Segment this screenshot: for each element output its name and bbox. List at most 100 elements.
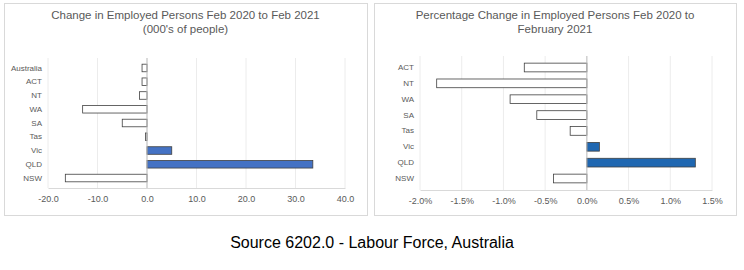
category-label: Australia [11,64,43,73]
tick-label: 20.0 [238,194,256,204]
tick: 20.0 [238,188,256,204]
grid-line [295,58,296,188]
bar [524,63,587,72]
grid-line [712,56,713,190]
tick: 10.0 [188,188,206,204]
bar [553,174,586,183]
category-label: QLD [398,158,415,167]
chart-title: Change in Employed Persons Feb 2020 to F… [51,9,320,35]
bar [510,95,587,104]
category-tick: SA [31,119,46,128]
grid-line [97,58,98,188]
category-tick: NSW [395,174,418,183]
tick: 0.0% [577,190,598,206]
grid [48,58,345,188]
bar [147,160,313,168]
category-label: ACT [26,77,42,86]
category-label: QLD [26,160,43,169]
category-axis: AustraliaACTNTWASATasVicQLDNSW [11,64,46,183]
grid-line [246,58,247,188]
category-tick: Vic [403,142,418,151]
tick-label: 1.5% [702,196,723,206]
category-label: WA [401,95,414,104]
category-axis: ACT NT WA SA Tas Vic QLD NSW [395,63,418,183]
category-axis-line [586,56,587,190]
bars [65,64,313,182]
chart-frame [5,4,368,216]
bar [83,105,147,113]
source-caption: Source 6202.0 - Labour Force, Australia [230,234,514,251]
bar [570,127,587,136]
tick-label: 30.0 [287,194,305,204]
grid-line [147,58,148,188]
category-tick: NT [31,91,46,100]
category-label: Tas [30,132,42,141]
chart-title: Percentage Change in Employed Persons Fe… [416,9,695,35]
category-tick: ACT [398,63,418,72]
figure: -20.0 -10.0 0.0 10.0 20.0 30.0 40.0 Australia AC… [0,0,744,270]
category-tick: Australia [11,64,46,73]
grid-line [345,58,346,188]
category-label: Vic [403,142,414,151]
category-tick: WA [29,105,46,114]
tick: 0.5% [619,190,640,206]
tick: -2.0% [409,190,433,206]
tick-label: -10.0 [88,194,109,204]
grid-line [586,56,587,190]
bar [437,79,587,88]
bar [140,92,147,100]
chart-panel: -20.0 -10.0 0.0 10.0 20.0 30.0 40.0 Australia AC… [5,4,368,216]
chart-panel: -2.0%-1.5%-1.0%-0.5%0.0%0.5%1.0%1.5%ACTN… [375,4,737,216]
category-tick: ACT [26,77,46,86]
grid-line [628,56,629,190]
value-axis: -2.0%-1.5%-1.0%-0.5%0.0%0.5%1.0%1.5% [409,190,723,206]
grid-line [545,56,546,190]
tick-label: -2.0% [409,196,433,206]
tick: -0.5% [534,190,558,206]
grid-line [196,58,197,188]
category-label: NSW [395,174,414,183]
tick: 1.0% [661,190,682,206]
category-tick: SA [403,111,418,120]
category-axis-line [147,58,148,188]
tick: -10.0 [88,188,109,204]
bar [537,111,587,120]
grid [420,56,712,190]
grid-line [461,56,462,190]
value-axis-line [49,188,346,189]
tick-label: -0.5% [534,196,558,206]
tick-label: 10.0 [188,194,206,204]
tick-label: -1.5% [450,196,474,206]
category-tick: WA [401,95,418,104]
category-label: NT [403,79,414,88]
tick: -1.5% [450,190,474,206]
category-label: ACT [398,63,414,72]
grid-line [420,56,421,190]
value-axis: -20.0 -10.0 0.0 10.0 20.0 30.0 40.0 [38,188,354,204]
category-tick: Vic [31,146,46,155]
bar [142,78,147,86]
tick-label: -20.0 [38,194,59,204]
tick-label: 0.0% [577,196,598,206]
category-tick: NT [403,79,418,88]
category-label: NT [31,91,42,100]
bar [147,147,172,155]
bar [587,142,600,151]
tick: 0.0 [141,188,154,204]
bar [142,64,147,72]
bar [65,174,147,182]
grid-line [503,56,504,190]
tick-label: 40.0 [337,194,355,204]
tick: -20.0 [38,188,59,204]
tick-label: 1.0% [661,196,682,206]
bar [122,119,147,127]
tick: 40.0 [337,188,355,204]
category-label: WA [29,105,42,114]
category-label: Tas [402,126,414,135]
category-tick: Tas [30,132,46,141]
bar [587,158,695,167]
chart-frame [375,4,737,216]
value-axis-line [421,190,713,191]
category-label: SA [31,119,42,128]
category-label: SA [403,111,414,120]
